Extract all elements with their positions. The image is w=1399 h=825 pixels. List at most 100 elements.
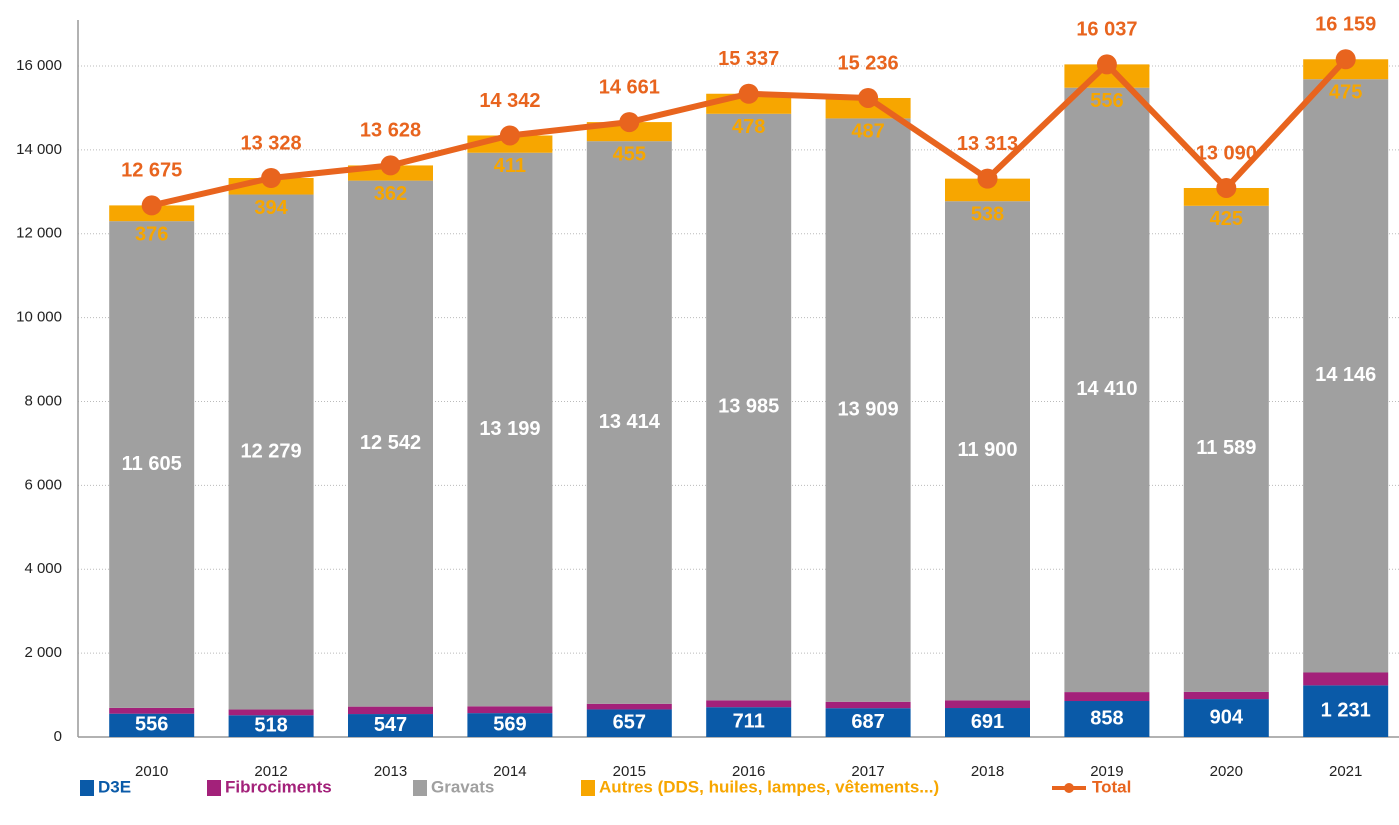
- total-point: [1216, 177, 1237, 198]
- y-tick-label: 0: [54, 728, 62, 745]
- bar-segment: [945, 708, 1030, 737]
- data-label: 15 337: [718, 48, 779, 70]
- data-label: 11 900: [957, 439, 1017, 461]
- data-label: 12 542: [360, 432, 421, 454]
- bar-segment: [467, 713, 553, 737]
- total-point: [141, 195, 162, 216]
- x-tick-label: 2018: [971, 763, 1004, 780]
- x-tick-label: 2015: [613, 763, 646, 780]
- data-label: 12 279: [241, 440, 302, 462]
- bar-segment: [109, 713, 195, 737]
- bar-segment: [1183, 699, 1269, 737]
- data-label: 14 661: [599, 76, 660, 98]
- bar-segment: [945, 178, 1030, 202]
- legend-label: D3E: [98, 777, 131, 796]
- data-label: 15 236: [838, 52, 899, 74]
- data-label: 657: [613, 712, 646, 734]
- data-label: 13 909: [838, 398, 899, 420]
- bar-segment: [348, 714, 433, 737]
- data-label: 538: [971, 203, 1004, 225]
- y-tick-label: 8 000: [24, 392, 62, 409]
- data-label: 13 328: [241, 132, 302, 154]
- data-label: 904: [1210, 706, 1244, 728]
- data-label: 376: [135, 223, 168, 245]
- bar-segment: [945, 201, 1030, 701]
- data-label: 1 231: [1321, 699, 1371, 721]
- y-tick-label: 14 000: [16, 141, 62, 158]
- x-tick-label: 2019: [1090, 763, 1123, 780]
- y-tick-label: 12 000: [16, 225, 62, 242]
- data-label: 11 589: [1196, 437, 1256, 459]
- y-tick-label: 16 000: [16, 57, 62, 74]
- bar-segment: [706, 700, 792, 708]
- bar-segment: [228, 709, 314, 716]
- bar-segment: [467, 152, 553, 707]
- data-label: 13 985: [718, 395, 779, 417]
- data-label: 394: [254, 197, 288, 219]
- data-label: 569: [493, 713, 526, 735]
- bar-segment: [109, 707, 195, 714]
- bar-segment: [1064, 87, 1150, 693]
- bar-segment: [1064, 692, 1150, 702]
- data-label: 13 199: [479, 418, 540, 440]
- bar-segment: [1303, 685, 1389, 737]
- data-label: 518: [254, 714, 287, 736]
- y-tick-label: 10 000: [16, 309, 62, 326]
- data-label: 12 675: [121, 160, 182, 182]
- bar-segment: [109, 221, 195, 708]
- data-label: 362: [374, 183, 407, 205]
- bar-segment: [706, 707, 792, 737]
- data-label: 11 605: [122, 453, 182, 475]
- bar-segment: [825, 118, 911, 702]
- bar-segment: [1183, 691, 1269, 700]
- data-label: 556: [1090, 90, 1123, 112]
- data-label: 858: [1090, 707, 1123, 729]
- bar-segment: [586, 141, 672, 704]
- total-point: [1096, 54, 1117, 75]
- bar-segment: [1303, 79, 1389, 673]
- x-tick-label: 2013: [374, 763, 407, 780]
- total-point: [261, 168, 282, 189]
- bar-segment: [1183, 205, 1269, 692]
- y-tick-label: 4 000: [24, 560, 62, 577]
- data-label: 687: [851, 711, 884, 733]
- total-point: [738, 83, 759, 104]
- x-tick-label: 2016: [732, 763, 765, 780]
- legend-dot: [1064, 783, 1074, 793]
- data-label: 711: [733, 710, 765, 732]
- legend-swatch: [413, 780, 427, 796]
- data-label: 13 628: [360, 120, 421, 142]
- bar-segment: [586, 703, 672, 710]
- bar-segment: [348, 706, 433, 715]
- bar-segment: [945, 700, 1030, 709]
- bar-segment: [586, 709, 672, 737]
- bar-segment: [825, 701, 911, 709]
- bar-segment: [467, 706, 553, 714]
- data-label: 16 159: [1315, 14, 1376, 36]
- bar-segment: [228, 715, 314, 737]
- x-tick-label: 2012: [254, 763, 287, 780]
- data-label: 487: [851, 121, 884, 143]
- data-label: 547: [374, 714, 407, 736]
- data-label: 13 414: [599, 411, 661, 433]
- bar-segment: [825, 708, 911, 737]
- data-label: 16 037: [1076, 19, 1137, 41]
- legend-label: Total: [1092, 777, 1131, 796]
- bar-segment: [1303, 672, 1389, 686]
- legend-label: Autres (DDS, huiles, lampes, vêtements..…: [599, 777, 939, 796]
- x-tick-label: 2020: [1210, 763, 1243, 780]
- total-point: [858, 87, 879, 108]
- data-label: 14 410: [1076, 378, 1137, 400]
- x-tick-label: 2017: [851, 763, 884, 780]
- bar-segment: [348, 180, 433, 707]
- data-label: 478: [732, 116, 765, 138]
- data-label: 14 146: [1315, 364, 1376, 386]
- total-point: [380, 155, 401, 176]
- data-label: 13 090: [1196, 142, 1257, 164]
- data-label: 691: [971, 711, 1004, 733]
- y-tick-label: 2 000: [24, 644, 62, 661]
- legend-swatch: [207, 780, 221, 796]
- bar-segment: [706, 113, 792, 701]
- data-label: 411: [494, 155, 526, 177]
